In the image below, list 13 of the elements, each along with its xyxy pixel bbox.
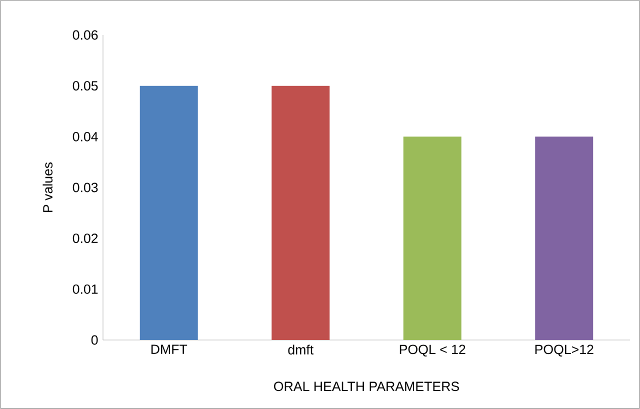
x-tick-label: DMFT — [151, 344, 188, 354]
y-tick-label: 0.03 — [72, 182, 98, 192]
x-axis-title: ORAL HEALTH PARAMETERS — [274, 382, 459, 392]
y-tick-label: 0.02 — [72, 234, 98, 244]
y-tick-label: 0.05 — [72, 81, 98, 91]
x-tick-label: POQL>12 — [535, 344, 594, 357]
x-tick-label: POQL < 12 — [400, 344, 466, 357]
x-tick-label: dmft — [288, 344, 314, 354]
y-tick-label: 0.04 — [72, 132, 98, 142]
y-tick-label: 0 — [91, 335, 98, 345]
y-axis-title: P values — [42, 162, 53, 212]
y-tick-label: 0.01 — [72, 284, 98, 294]
y-tick-label: 0.06 — [72, 30, 98, 40]
